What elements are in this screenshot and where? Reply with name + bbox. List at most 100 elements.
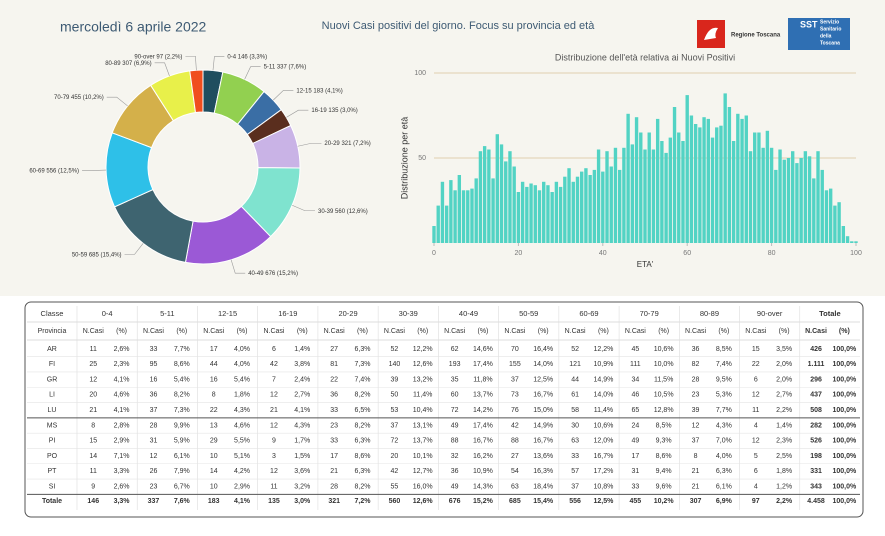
slice-category: 60-69	[29, 168, 45, 174]
table-cell: 9,4%	[656, 468, 672, 475]
table-cell: 76	[511, 407, 519, 414]
table-cell: 61	[571, 392, 579, 399]
table-cell: 1,8%	[234, 392, 250, 399]
table-cell: 3,6%	[294, 468, 310, 475]
table-cell: 31	[631, 468, 639, 475]
table-header: Classe	[41, 309, 64, 318]
table-subheader: N.Casi	[324, 328, 345, 335]
table-cell: 7,9%	[174, 468, 190, 475]
table-cell: 55	[391, 484, 399, 491]
table-cell: 2,9%	[234, 484, 250, 491]
bar	[786, 158, 791, 243]
table-cell: 7,6%	[174, 498, 191, 505]
table-cell: 39	[692, 407, 700, 414]
table-subheader: (%)	[839, 328, 850, 335]
table-cell: 3,3%	[114, 498, 131, 505]
slice-label: 50-59 685 (15,4%)	[72, 252, 122, 258]
table-cell: 15	[752, 346, 760, 353]
table-cell: 6,3%	[355, 346, 371, 353]
logo-sst-line: della	[820, 33, 832, 39]
slice-value: 685 (15,4%)	[89, 252, 122, 258]
bar	[482, 146, 487, 243]
table-cell: 16,7%	[473, 438, 493, 445]
bar	[833, 205, 837, 243]
table-cell: 14,0%	[593, 392, 613, 399]
table-cell: 16,7%	[533, 438, 553, 445]
bar	[440, 181, 445, 243]
slice-category: 5-11	[264, 64, 276, 70]
bar	[774, 169, 778, 243]
table-cell: 2,2%	[776, 407, 792, 414]
table-cell: 282	[810, 422, 822, 429]
table-cell: 25	[89, 361, 97, 368]
table-cell: 4,1%	[114, 376, 130, 383]
leader-line	[106, 96, 128, 107]
slice-label: 20-29 321 (7,2%)	[324, 141, 370, 147]
table-cell: 100,0%	[832, 346, 857, 353]
table-cell: 6,3%	[716, 468, 732, 475]
table-cell: 15,2%	[473, 498, 494, 505]
table-cell: 28	[330, 484, 338, 491]
table-cell: 2,0%	[776, 376, 792, 383]
table-cell: 11	[90, 468, 97, 475]
table-cell: 155	[509, 361, 521, 368]
table-cell: 16,4%	[533, 346, 553, 353]
y-tick-label: 100	[414, 70, 426, 77]
slice-category: 12-15	[296, 88, 312, 94]
table-cell: 14,0%	[533, 361, 553, 368]
table-cell: 7,1%	[114, 453, 130, 460]
bar	[803, 151, 808, 243]
table-cell: 24	[631, 422, 639, 429]
table-cell: 13,7%	[473, 392, 493, 399]
slice-value: 307 (6,9%)	[122, 60, 151, 66]
table-cell: 11,5%	[654, 376, 673, 383]
leader-line	[154, 62, 170, 77]
bar	[807, 156, 812, 243]
table-cell: 9	[272, 438, 276, 445]
table-cell: 88	[511, 438, 519, 445]
table-header: 5-11	[160, 309, 174, 318]
logo-regione: Regione Toscana	[697, 20, 781, 48]
table-cell: 12	[692, 422, 700, 429]
y-axis-label: Distribuzione per età	[399, 117, 409, 200]
table-subheader: N.Casi	[444, 328, 465, 335]
table-subheader: (%)	[237, 328, 248, 335]
logo-sst: SST Servizio Sanitario della Toscana	[788, 18, 850, 50]
bar	[453, 190, 457, 243]
slice-category: 40-49	[248, 271, 264, 277]
table-cell: 16,7%	[593, 453, 613, 460]
table-cell: 50	[391, 392, 399, 399]
table-cell: 685	[509, 498, 521, 505]
table-subheader: (%)	[598, 328, 609, 335]
table-cell: 21	[89, 407, 97, 414]
table-cell: 37	[571, 484, 579, 491]
y-tick-label: 50	[418, 155, 426, 162]
table-cell: 6,3%	[355, 438, 371, 445]
bar	[761, 147, 765, 243]
table-cell: 35	[451, 376, 459, 383]
table-header: 40-49	[459, 309, 478, 318]
bar	[432, 226, 436, 243]
bar	[504, 161, 508, 243]
table-cell: 6,3%	[355, 468, 371, 475]
table-cell: 12	[752, 392, 760, 399]
leader-line	[286, 109, 309, 118]
table-cell: 3,5%	[776, 346, 792, 353]
table-cell: 12,6%	[413, 498, 434, 505]
table-cell: 6,9%	[716, 498, 733, 505]
slice-label: 70-79 455 (10,2%)	[54, 95, 104, 101]
table-cell: 198	[810, 453, 822, 460]
table-cell: 2,3%	[114, 361, 130, 368]
table-cell: 7,4%	[716, 361, 732, 368]
bar	[617, 169, 622, 243]
bar	[470, 188, 474, 243]
table-cell: 14,9%	[593, 376, 613, 383]
logo-box	[788, 18, 850, 50]
slice-label: 80-89 307 (6,9%)	[105, 60, 151, 66]
table-cell: 100,0%	[832, 453, 857, 460]
table-cell: 42	[270, 361, 278, 368]
table-cell: 72	[391, 438, 399, 445]
bar	[693, 124, 698, 243]
table-cell: 16,3%	[533, 468, 553, 475]
table-header: 60-69	[579, 309, 598, 318]
